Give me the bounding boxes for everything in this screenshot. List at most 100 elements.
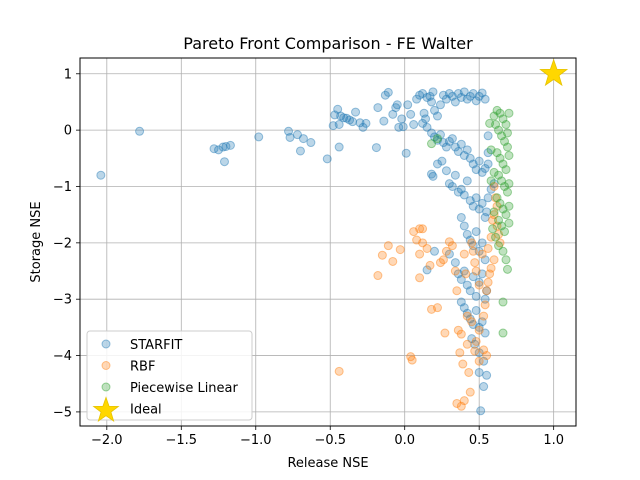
point-rbf — [373, 271, 383, 281]
point-starfit — [456, 297, 466, 307]
y-tick-label: −4 — [53, 349, 72, 364]
point-starfit — [398, 122, 408, 132]
point-rbf — [438, 255, 448, 265]
point-starfit — [432, 135, 442, 145]
legend-label-starfit: STARFIT — [130, 338, 182, 353]
point-starfit — [480, 94, 490, 104]
point-starfit — [471, 165, 481, 175]
point-starfit — [422, 122, 432, 132]
point-piecewise-linear — [504, 218, 514, 228]
y-tick-label: −2 — [53, 236, 72, 251]
point-starfit — [419, 108, 429, 118]
point-rbf — [495, 238, 505, 248]
point-rbf — [415, 224, 425, 234]
point-piecewise-linear — [504, 150, 514, 160]
point-piecewise-linear — [504, 201, 514, 211]
x-tick-label: 1.0 — [543, 433, 564, 448]
point-rbf — [489, 255, 499, 265]
point-starfit — [427, 169, 437, 179]
y-tick-label: −3 — [53, 293, 72, 308]
point-piecewise-linear — [495, 198, 505, 208]
point-rbf — [474, 280, 484, 290]
point-rbf — [452, 398, 462, 408]
point-starfit — [397, 114, 407, 124]
point-rbf — [485, 269, 495, 279]
point-rbf — [412, 235, 422, 245]
plot-points — [96, 58, 569, 416]
point-starfit — [462, 145, 472, 155]
x-axis-ticks: −2.0 −1.5 −1.0 −0.5 0.0 0.5 1.0 — [91, 426, 564, 448]
point-starfit — [480, 328, 490, 338]
point-starfit — [471, 227, 481, 237]
point-starfit — [383, 87, 393, 97]
point-starfit — [456, 274, 466, 284]
point-piecewise-linear — [500, 227, 510, 237]
point-starfit — [333, 104, 343, 114]
legend-label-piecewise-linear: Piecewise Linear — [130, 381, 239, 396]
point-starfit — [214, 145, 224, 155]
point-rbf — [407, 355, 417, 365]
y-tick-label: 1 — [64, 67, 72, 82]
point-starfit — [403, 100, 413, 110]
point-starfit — [438, 90, 448, 100]
point-starfit — [462, 280, 472, 290]
point-starfit — [415, 90, 425, 100]
point-starfit — [437, 156, 447, 166]
point-starfit — [477, 238, 487, 248]
point-rbf — [470, 346, 480, 356]
point-starfit — [477, 269, 487, 279]
point-piecewise-linear — [489, 207, 499, 217]
point-starfit — [474, 277, 484, 287]
point-rbf — [415, 249, 425, 259]
point-starfit — [432, 159, 442, 169]
x-axis-label: Release NSE — [287, 456, 368, 471]
point-starfit — [425, 91, 435, 101]
point-rbf — [471, 336, 481, 346]
series-starfit — [96, 87, 499, 416]
point-starfit — [459, 303, 469, 313]
point-rbf — [441, 246, 451, 256]
point-starfit — [459, 266, 469, 276]
series-piecewise-linear — [427, 105, 514, 338]
legend-marker-starfit — [101, 339, 111, 349]
point-starfit — [444, 249, 454, 259]
point-piecewise-linear — [492, 105, 502, 115]
point-starfit — [336, 111, 346, 121]
point-rbf — [427, 304, 437, 314]
point-starfit — [380, 90, 390, 100]
y-axis-ticks: −5 −4 −3 −2 −1 0 1 — [53, 67, 80, 420]
point-starfit — [361, 118, 371, 128]
point-rbf — [456, 401, 466, 411]
point-piecewise-linear — [498, 328, 508, 338]
point-rbf — [418, 238, 428, 248]
point-starfit — [474, 322, 484, 332]
plot-frame — [79, 57, 577, 427]
point-rbf — [465, 387, 475, 397]
point-starfit — [401, 148, 411, 158]
point-starfit — [371, 143, 381, 153]
point-starfit — [292, 130, 302, 140]
point-piecewise-linear — [504, 179, 514, 189]
point-piecewise-linear — [500, 136, 510, 146]
point-starfit — [477, 317, 487, 327]
point-starfit — [373, 103, 383, 113]
x-tick-label: 0.5 — [469, 433, 490, 448]
point-starfit — [444, 179, 454, 189]
point-starfit — [482, 370, 492, 380]
point-rbf — [467, 238, 477, 248]
point-starfit — [429, 105, 439, 115]
point-rbf — [383, 241, 393, 251]
point-piecewise-linear — [488, 224, 498, 234]
point-rbf — [406, 352, 416, 362]
point-starfit — [474, 156, 484, 166]
point-starfit — [328, 121, 338, 131]
point-piecewise-linear — [489, 167, 499, 177]
series-rbf — [334, 181, 505, 411]
point-rbf — [471, 266, 481, 276]
point-starfit — [348, 117, 358, 127]
point-starfit — [418, 118, 428, 128]
point-starfit — [465, 235, 475, 245]
point-starfit — [465, 91, 475, 101]
point-starfit — [447, 134, 457, 144]
point-rbf — [467, 317, 477, 327]
